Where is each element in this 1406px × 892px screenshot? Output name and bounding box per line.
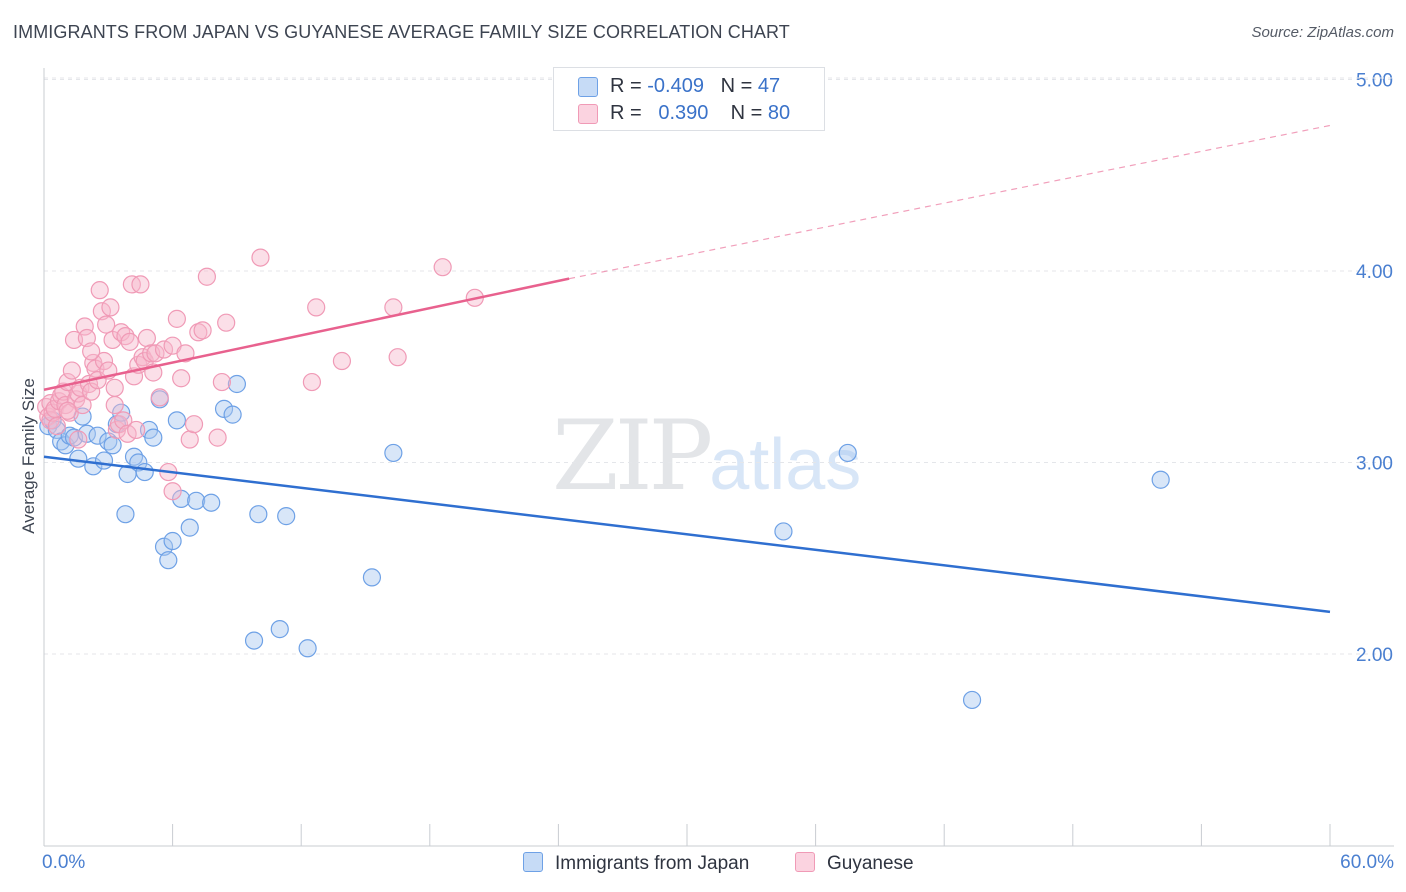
data-point-guyanese <box>208 428 227 447</box>
data-point-japan <box>202 493 221 512</box>
data-point-guyanese <box>90 281 109 300</box>
y-tick-label: 4.00 <box>1356 262 1393 283</box>
data-point-guyanese <box>118 424 137 443</box>
data-point-guyanese <box>180 430 199 449</box>
data-point-guyanese <box>184 415 204 434</box>
data-point-guyanese <box>307 298 326 317</box>
data-point-japan <box>384 443 403 463</box>
data-point-japan <box>270 620 289 639</box>
data-point-japan <box>223 405 242 424</box>
legend-n-label: N = <box>720 75 753 97</box>
data-point-guyanese <box>146 344 165 363</box>
y-tick-label: 2.00 <box>1356 645 1393 666</box>
data-point-japan <box>838 443 857 463</box>
data-point-guyanese <box>217 313 236 332</box>
legend-r-value: -0.409 <box>647 75 704 97</box>
data-point-japan <box>88 426 107 445</box>
legend-r-label: R = <box>610 102 642 124</box>
data-point-guyanese <box>62 361 81 380</box>
data-point-japan <box>163 531 182 551</box>
data-point-guyanese <box>388 348 407 367</box>
data-point-guyanese <box>150 388 169 407</box>
y-tick-label: 3.00 <box>1356 454 1393 475</box>
data-point-japan <box>277 507 296 526</box>
data-point-japan <box>69 449 88 468</box>
data-point-guyanese <box>176 344 195 363</box>
data-point-japan <box>167 411 186 430</box>
legend-text-japan: R = -0.409 N = 47 <box>610 75 780 98</box>
data-point-japan <box>103 436 122 455</box>
data-point-guyanese <box>97 315 116 334</box>
data-point-guyanese <box>172 369 191 388</box>
data-point-guyanese <box>82 382 101 401</box>
legend-label-japan: Immigrants from Japan <box>555 853 750 874</box>
data-point-guyanese <box>433 258 452 277</box>
data-point-japan <box>962 690 982 710</box>
data-point-japan <box>180 518 199 537</box>
data-point-guyanese <box>120 332 139 351</box>
data-point-guyanese <box>82 342 101 361</box>
data-point-guyanese <box>69 430 88 449</box>
legend-label-guyanese: Guyanese <box>827 853 914 874</box>
data-point-guyanese <box>332 351 352 371</box>
source-credit: Source: ZipAtlas.com <box>1251 24 1394 41</box>
data-point-guyanese <box>47 417 66 436</box>
data-point-guyanese <box>58 401 77 420</box>
legend-swatch-japan <box>578 77 598 97</box>
data-point-japan <box>362 568 382 587</box>
data-point-japan <box>94 451 114 470</box>
x-tick-label-min: 0.0% <box>42 852 86 873</box>
data-point-guyanese <box>163 482 182 501</box>
data-point-japan <box>774 522 793 541</box>
data-point-guyanese <box>114 411 133 430</box>
data-point-guyanese <box>105 395 124 415</box>
trend-extension-guyanese <box>568 124 1331 280</box>
data-point-guyanese <box>302 372 322 392</box>
trend-line-japan <box>43 455 1331 614</box>
data-point-guyanese <box>251 248 270 267</box>
trend-line-guyanese <box>43 277 570 391</box>
data-point-guyanese <box>197 267 216 286</box>
x-tick-label-max: 60.0% <box>1340 852 1394 873</box>
data-point-guyanese <box>193 321 212 340</box>
data-point-japan <box>144 428 163 447</box>
data-point-guyanese <box>101 298 120 317</box>
data-point-guyanese <box>77 328 96 348</box>
legend-swatch-guyanese <box>578 104 598 124</box>
data-point-japan <box>159 551 178 570</box>
legend-r-value: 0.390 <box>658 102 709 124</box>
data-point-guyanese <box>212 372 231 392</box>
legend-swatch-guyanese <box>795 852 815 872</box>
data-point-guyanese <box>75 317 94 336</box>
data-point-guyanese <box>105 378 124 397</box>
data-point-japan <box>227 374 246 394</box>
legend-r-label: R = <box>610 75 642 97</box>
data-point-guyanese <box>154 340 174 359</box>
data-point-japan <box>135 462 154 482</box>
data-point-guyanese <box>131 275 150 294</box>
data-point-japan <box>1151 470 1170 489</box>
legend-n-label: N = <box>730 102 763 124</box>
data-point-guyanese <box>137 328 156 348</box>
legend-n-value: 47 <box>757 75 781 97</box>
data-point-japan <box>249 505 268 524</box>
data-point-japan <box>116 505 135 524</box>
legend-item-japan: Immigrants from Japan <box>523 852 749 875</box>
data-point-guyanese <box>167 309 186 328</box>
data-point-japan <box>187 491 206 510</box>
correlation-legend: R = -0.409 N = 47 R = 0.390 N = 80 <box>553 67 825 131</box>
y-tick-label: 5.00 <box>1356 71 1393 92</box>
data-point-guyanese <box>94 351 114 371</box>
data-point-japan <box>244 631 264 650</box>
chart-title: IMMIGRANTS FROM JAPAN VS GUYANESE AVERAG… <box>13 22 790 42</box>
data-point-guyanese <box>92 302 111 321</box>
legend-swatch-japan <box>523 852 543 872</box>
data-point-guyanese <box>127 420 146 440</box>
legend-text-guyanese: R = 0.390 N = 80 <box>610 102 790 125</box>
legend-n-value: 80 <box>767 102 791 124</box>
legend-item-guyanese: Guyanese <box>795 852 914 875</box>
data-point-japan <box>298 639 317 658</box>
